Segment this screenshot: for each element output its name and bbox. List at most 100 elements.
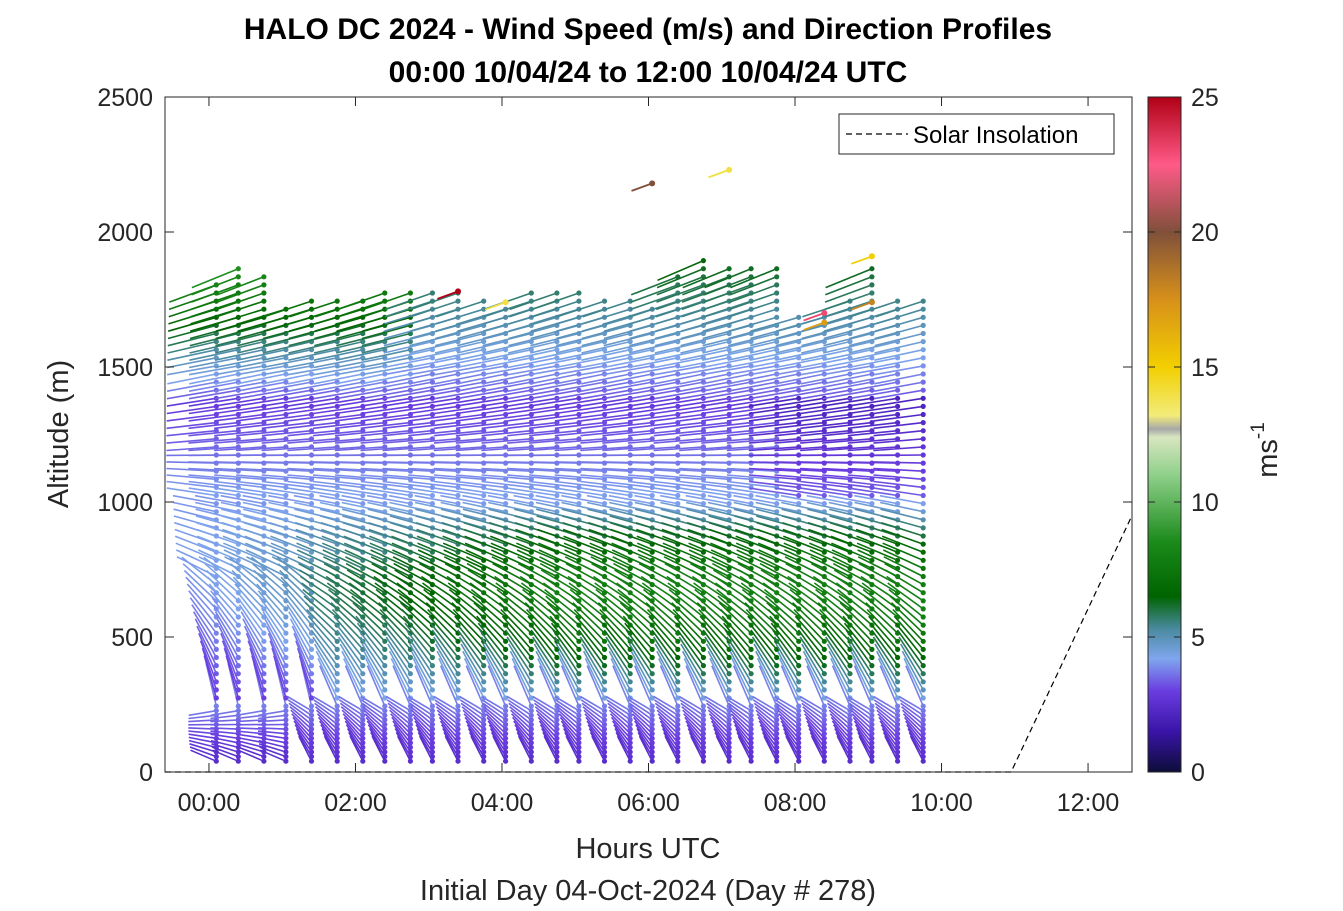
wind-barb-head <box>261 687 267 693</box>
wind-barb-shaft <box>831 542 873 562</box>
wind-barb-head <box>649 687 655 693</box>
wind-barb-shaft <box>210 714 239 720</box>
wind-barb-head <box>774 306 780 312</box>
wind-barb-head <box>627 721 633 728</box>
wind-barb-head <box>774 679 780 685</box>
wind-barb-shaft <box>682 267 730 289</box>
wind-barb-shaft <box>479 629 507 667</box>
wind-barb-shaft <box>907 728 924 753</box>
wind-barb-shaft <box>509 650 533 691</box>
wind-barb-head <box>503 687 509 693</box>
wind-barb-shaft <box>774 389 825 400</box>
wind-barb-shaft <box>213 467 264 472</box>
wind-barb-shaft <box>622 615 653 650</box>
wind-barb-shaft <box>407 695 433 712</box>
wind-barb-shaft <box>380 615 412 650</box>
wind-barb-shaft <box>711 665 730 707</box>
wind-barb-head <box>360 744 366 751</box>
wind-barb-head <box>726 735 732 741</box>
wind-barb-shaft <box>646 608 679 642</box>
wind-barb-shaft <box>237 340 287 354</box>
wind-barb-shaft <box>222 535 265 553</box>
wind-barb-head <box>429 492 435 499</box>
wind-barb-shaft <box>701 438 752 444</box>
wind-barb-head <box>869 363 875 369</box>
wind-barb-shaft <box>299 569 338 594</box>
wind-barb-shaft <box>359 636 386 675</box>
wind-barb-shaft <box>383 332 433 347</box>
wind-barb-shaft <box>404 622 434 658</box>
wind-barb-head <box>920 735 926 741</box>
wind-barb-shaft <box>334 429 385 437</box>
wind-barb-head <box>726 339 732 345</box>
wind-barb-head <box>503 679 509 685</box>
wind-barb-shaft <box>396 582 433 610</box>
wind-barb-head <box>869 557 875 563</box>
wind-barb-shaft <box>886 575 924 602</box>
wind-barb-shaft <box>555 332 605 347</box>
wind-barb-shaft <box>696 602 730 634</box>
wind-barb-shaft <box>434 373 484 385</box>
wind-barb-shaft <box>885 569 924 594</box>
wind-barb-head <box>576 731 582 737</box>
wind-barb-shaft <box>455 405 506 415</box>
wind-barb-shaft <box>433 438 484 444</box>
wind-barb-shaft <box>188 590 217 626</box>
x-tick-label: 10:00 <box>910 789 973 817</box>
wind-barb-shaft <box>360 695 386 712</box>
wind-barb-shaft <box>754 706 778 726</box>
y-tick-label: 0 <box>139 759 153 787</box>
wind-barb-shaft <box>905 665 924 707</box>
wind-barb-head <box>920 468 926 474</box>
wind-barb-head <box>796 638 802 644</box>
wind-barb-shaft <box>822 421 872 430</box>
wind-barb-shaft <box>515 535 558 553</box>
wind-barb-shaft <box>460 702 485 721</box>
wind-barb-head <box>261 298 267 304</box>
wind-barb-head <box>481 721 487 728</box>
wind-barb-head <box>627 306 633 312</box>
wind-barb-shaft <box>701 365 752 376</box>
wind-barb-shaft <box>383 629 412 667</box>
wind-barb-shaft <box>698 608 730 642</box>
wind-barb-shaft <box>166 487 217 497</box>
wind-barb-shaft <box>263 300 312 318</box>
wind-barb-shaft <box>516 549 558 570</box>
wind-barb-head <box>554 290 560 296</box>
wind-barb-shaft <box>848 340 898 354</box>
wind-barb-shaft <box>433 474 484 481</box>
wind-barb-shaft <box>236 381 287 392</box>
wind-barb-shaft <box>900 702 924 721</box>
wind-barb-shaft <box>392 720 412 744</box>
wind-barb-shaft <box>775 381 825 392</box>
wind-barb-shaft <box>827 706 851 726</box>
wind-barb-shaft <box>397 588 433 618</box>
wind-barb-head <box>308 549 315 555</box>
wind-barb-shaft <box>267 632 287 675</box>
wind-barb-shaft <box>337 292 386 311</box>
wind-barb-shaft <box>802 706 825 726</box>
wind-barb-head <box>627 492 633 499</box>
wind-barb-shaft <box>485 658 507 699</box>
wind-barb-head <box>796 758 802 764</box>
wind-barb-head <box>700 708 707 714</box>
wind-barb-shaft <box>564 549 605 570</box>
wind-barb-shaft <box>287 421 338 430</box>
wind-barb-shaft <box>333 615 364 650</box>
wind-barb-shaft <box>735 535 777 553</box>
wind-barb-shaft <box>412 713 433 735</box>
wind-barb-head <box>481 671 487 677</box>
wind-barb-shaft <box>873 397 924 407</box>
wind-barb-head <box>700 258 707 264</box>
wind-barb-shaft <box>293 720 313 744</box>
wind-barb-shaft <box>639 569 679 594</box>
wind-barb-head <box>675 703 681 709</box>
wind-barb-shaft <box>685 494 730 505</box>
wind-barb-shaft <box>823 340 873 354</box>
wind-barb-shaft <box>529 397 580 407</box>
wind-barb-shaft <box>197 542 239 562</box>
wind-barb-shaft <box>462 501 506 513</box>
wind-barb-shaft <box>608 650 631 691</box>
wind-barb-shaft <box>736 549 778 570</box>
wind-barb-head <box>748 646 754 653</box>
